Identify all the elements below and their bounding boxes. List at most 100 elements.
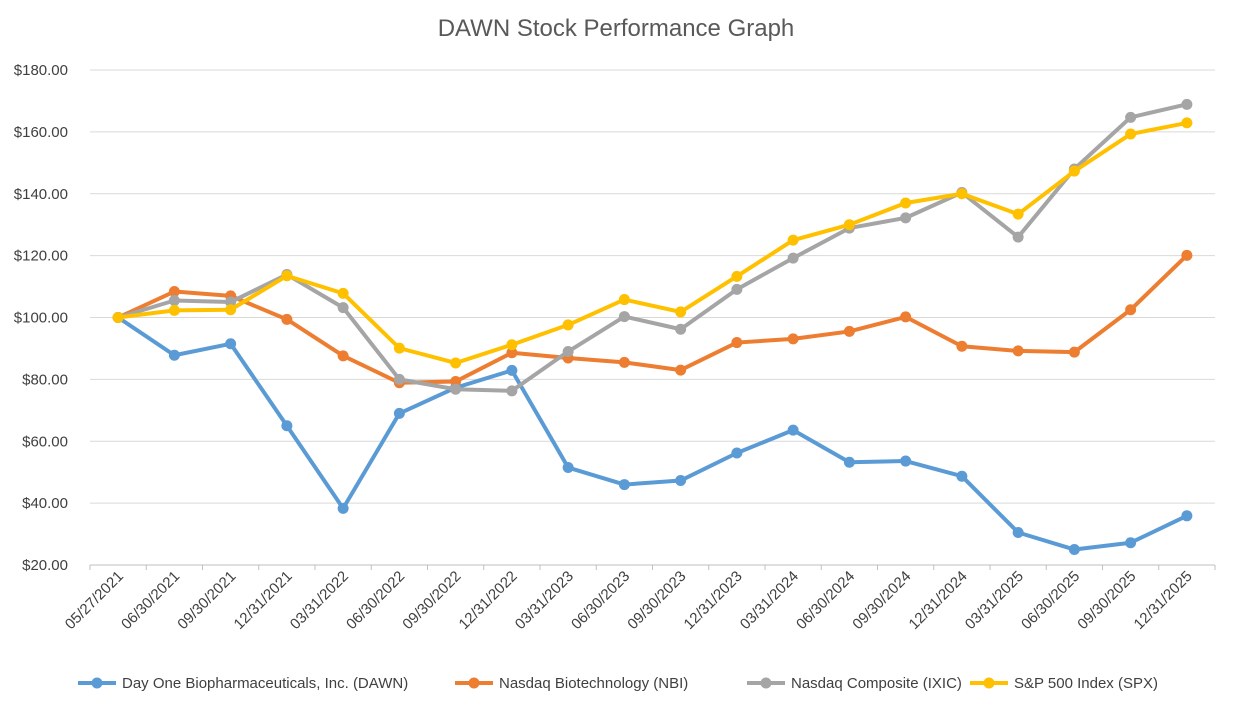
data-point	[281, 420, 293, 432]
legend-item: Day One Biopharmaceuticals, Inc. (DAWN)	[78, 675, 408, 692]
data-point	[675, 306, 687, 318]
data-point	[337, 350, 349, 362]
x-tick-label: 06/30/2023	[568, 568, 633, 633]
data-point	[843, 456, 855, 468]
data-point	[1181, 117, 1193, 129]
data-point	[787, 333, 799, 345]
data-point	[337, 302, 349, 314]
data-point	[450, 383, 462, 395]
data-point	[1125, 111, 1137, 123]
data-point	[506, 385, 518, 397]
data-point	[731, 283, 743, 295]
legend-item: Nasdaq Biotechnology (NBI)	[455, 675, 688, 692]
legend-label: Day One Biopharmaceuticals, Inc. (DAWN)	[122, 675, 408, 692]
x-tick-label: 06/30/2022	[343, 568, 408, 633]
x-tick-label: 12/31/2021	[231, 568, 296, 633]
gridlines	[90, 69, 1215, 566]
data-point	[731, 337, 743, 349]
chart-title: DAWN Stock Performance Graph	[438, 15, 795, 42]
series-line	[116, 120, 1189, 365]
x-axis: 05/27/202106/30/202109/30/202112/31/2021…	[62, 565, 1216, 633]
y-tick-label: $160.00	[14, 124, 68, 141]
data-point	[1012, 345, 1024, 357]
data-point	[1012, 527, 1024, 539]
data-point	[618, 294, 630, 306]
x-tick-label: 09/30/2025	[1074, 568, 1139, 633]
y-tick-label: $100.00	[14, 310, 68, 327]
data-point	[618, 479, 630, 491]
x-tick-label: 09/30/2024	[849, 568, 914, 633]
data-point	[731, 447, 743, 459]
x-tick-label: 03/31/2025	[962, 568, 1027, 633]
series-0	[112, 312, 1193, 556]
data-point	[1181, 510, 1193, 522]
data-point	[1068, 544, 1080, 556]
series-line	[116, 315, 1189, 552]
data-point	[956, 470, 968, 482]
x-tick-label: 05/27/2021	[62, 568, 127, 633]
legend: Day One Biopharmaceuticals, Inc. (DAWN) N…	[78, 675, 1158, 692]
data-point	[393, 407, 405, 419]
legend-swatch-marker	[983, 677, 995, 689]
data-point	[1125, 537, 1137, 549]
data-point	[1068, 165, 1080, 177]
data-point	[618, 311, 630, 323]
legend-label: Nasdaq Biotechnology (NBI)	[499, 675, 688, 692]
data-point	[112, 312, 124, 323]
series-line	[116, 102, 1189, 393]
y-axis: $20.00 $40.00 $60.00 $80.00 $100.00 $120.00 $1…	[14, 62, 68, 574]
data-point	[675, 364, 687, 376]
legend-label: Nasdaq Composite (IXIC)	[791, 675, 962, 692]
series-lines	[112, 98, 1193, 556]
data-point	[1068, 346, 1080, 358]
data-point	[450, 376, 462, 388]
data-point	[900, 311, 912, 323]
data-point	[956, 340, 968, 352]
data-point	[843, 219, 855, 231]
x-tick-label: 03/31/2023	[512, 568, 577, 633]
x-tick-label: 09/30/2023	[624, 568, 689, 633]
data-point	[225, 296, 237, 308]
x-tick-label: 03/31/2024	[737, 568, 802, 633]
y-tick-label: $120.00	[14, 248, 68, 265]
data-point	[900, 197, 912, 209]
x-tick-label: 12/31/2022	[456, 568, 521, 633]
data-point	[1012, 231, 1024, 243]
data-point	[900, 212, 912, 224]
data-point	[956, 188, 968, 200]
data-point	[1181, 98, 1193, 110]
y-tick-label: $20.00	[22, 557, 68, 574]
data-point	[900, 455, 912, 467]
x-tick-label: 12/31/2025	[1131, 568, 1196, 633]
data-point	[562, 319, 574, 331]
data-point	[843, 325, 855, 337]
data-point	[787, 252, 799, 264]
x-tick-label: 06/30/2024	[793, 568, 858, 633]
y-tick-label: $140.00	[14, 186, 68, 203]
data-point	[787, 424, 799, 436]
data-point	[618, 356, 630, 368]
data-point	[281, 270, 293, 282]
data-point	[787, 234, 799, 246]
data-point	[168, 349, 180, 361]
legend-item: S&P 500 Index (SPX)	[970, 675, 1158, 692]
legend-item: Nasdaq Composite (IXIC)	[747, 675, 962, 692]
x-tick-label: 03/31/2022	[287, 568, 352, 633]
data-point	[562, 462, 574, 474]
y-tick-label: $180.00	[14, 62, 68, 79]
x-tick-label: 06/30/2021	[118, 568, 183, 633]
y-tick-label: $80.00	[22, 371, 68, 388]
data-point	[168, 286, 180, 298]
legend-swatch-marker	[760, 677, 772, 689]
x-tick-label: 12/31/2024	[906, 568, 971, 633]
data-point	[1125, 304, 1137, 316]
x-tick-label: 12/31/2023	[681, 568, 746, 633]
y-tick-label: $60.00	[22, 433, 68, 450]
data-point	[168, 294, 180, 306]
legend-swatch-marker	[468, 677, 480, 689]
data-point	[168, 304, 180, 316]
series-3	[112, 117, 1193, 369]
data-point	[337, 287, 349, 299]
legend-label: S&P 500 Index (SPX)	[1014, 675, 1158, 692]
